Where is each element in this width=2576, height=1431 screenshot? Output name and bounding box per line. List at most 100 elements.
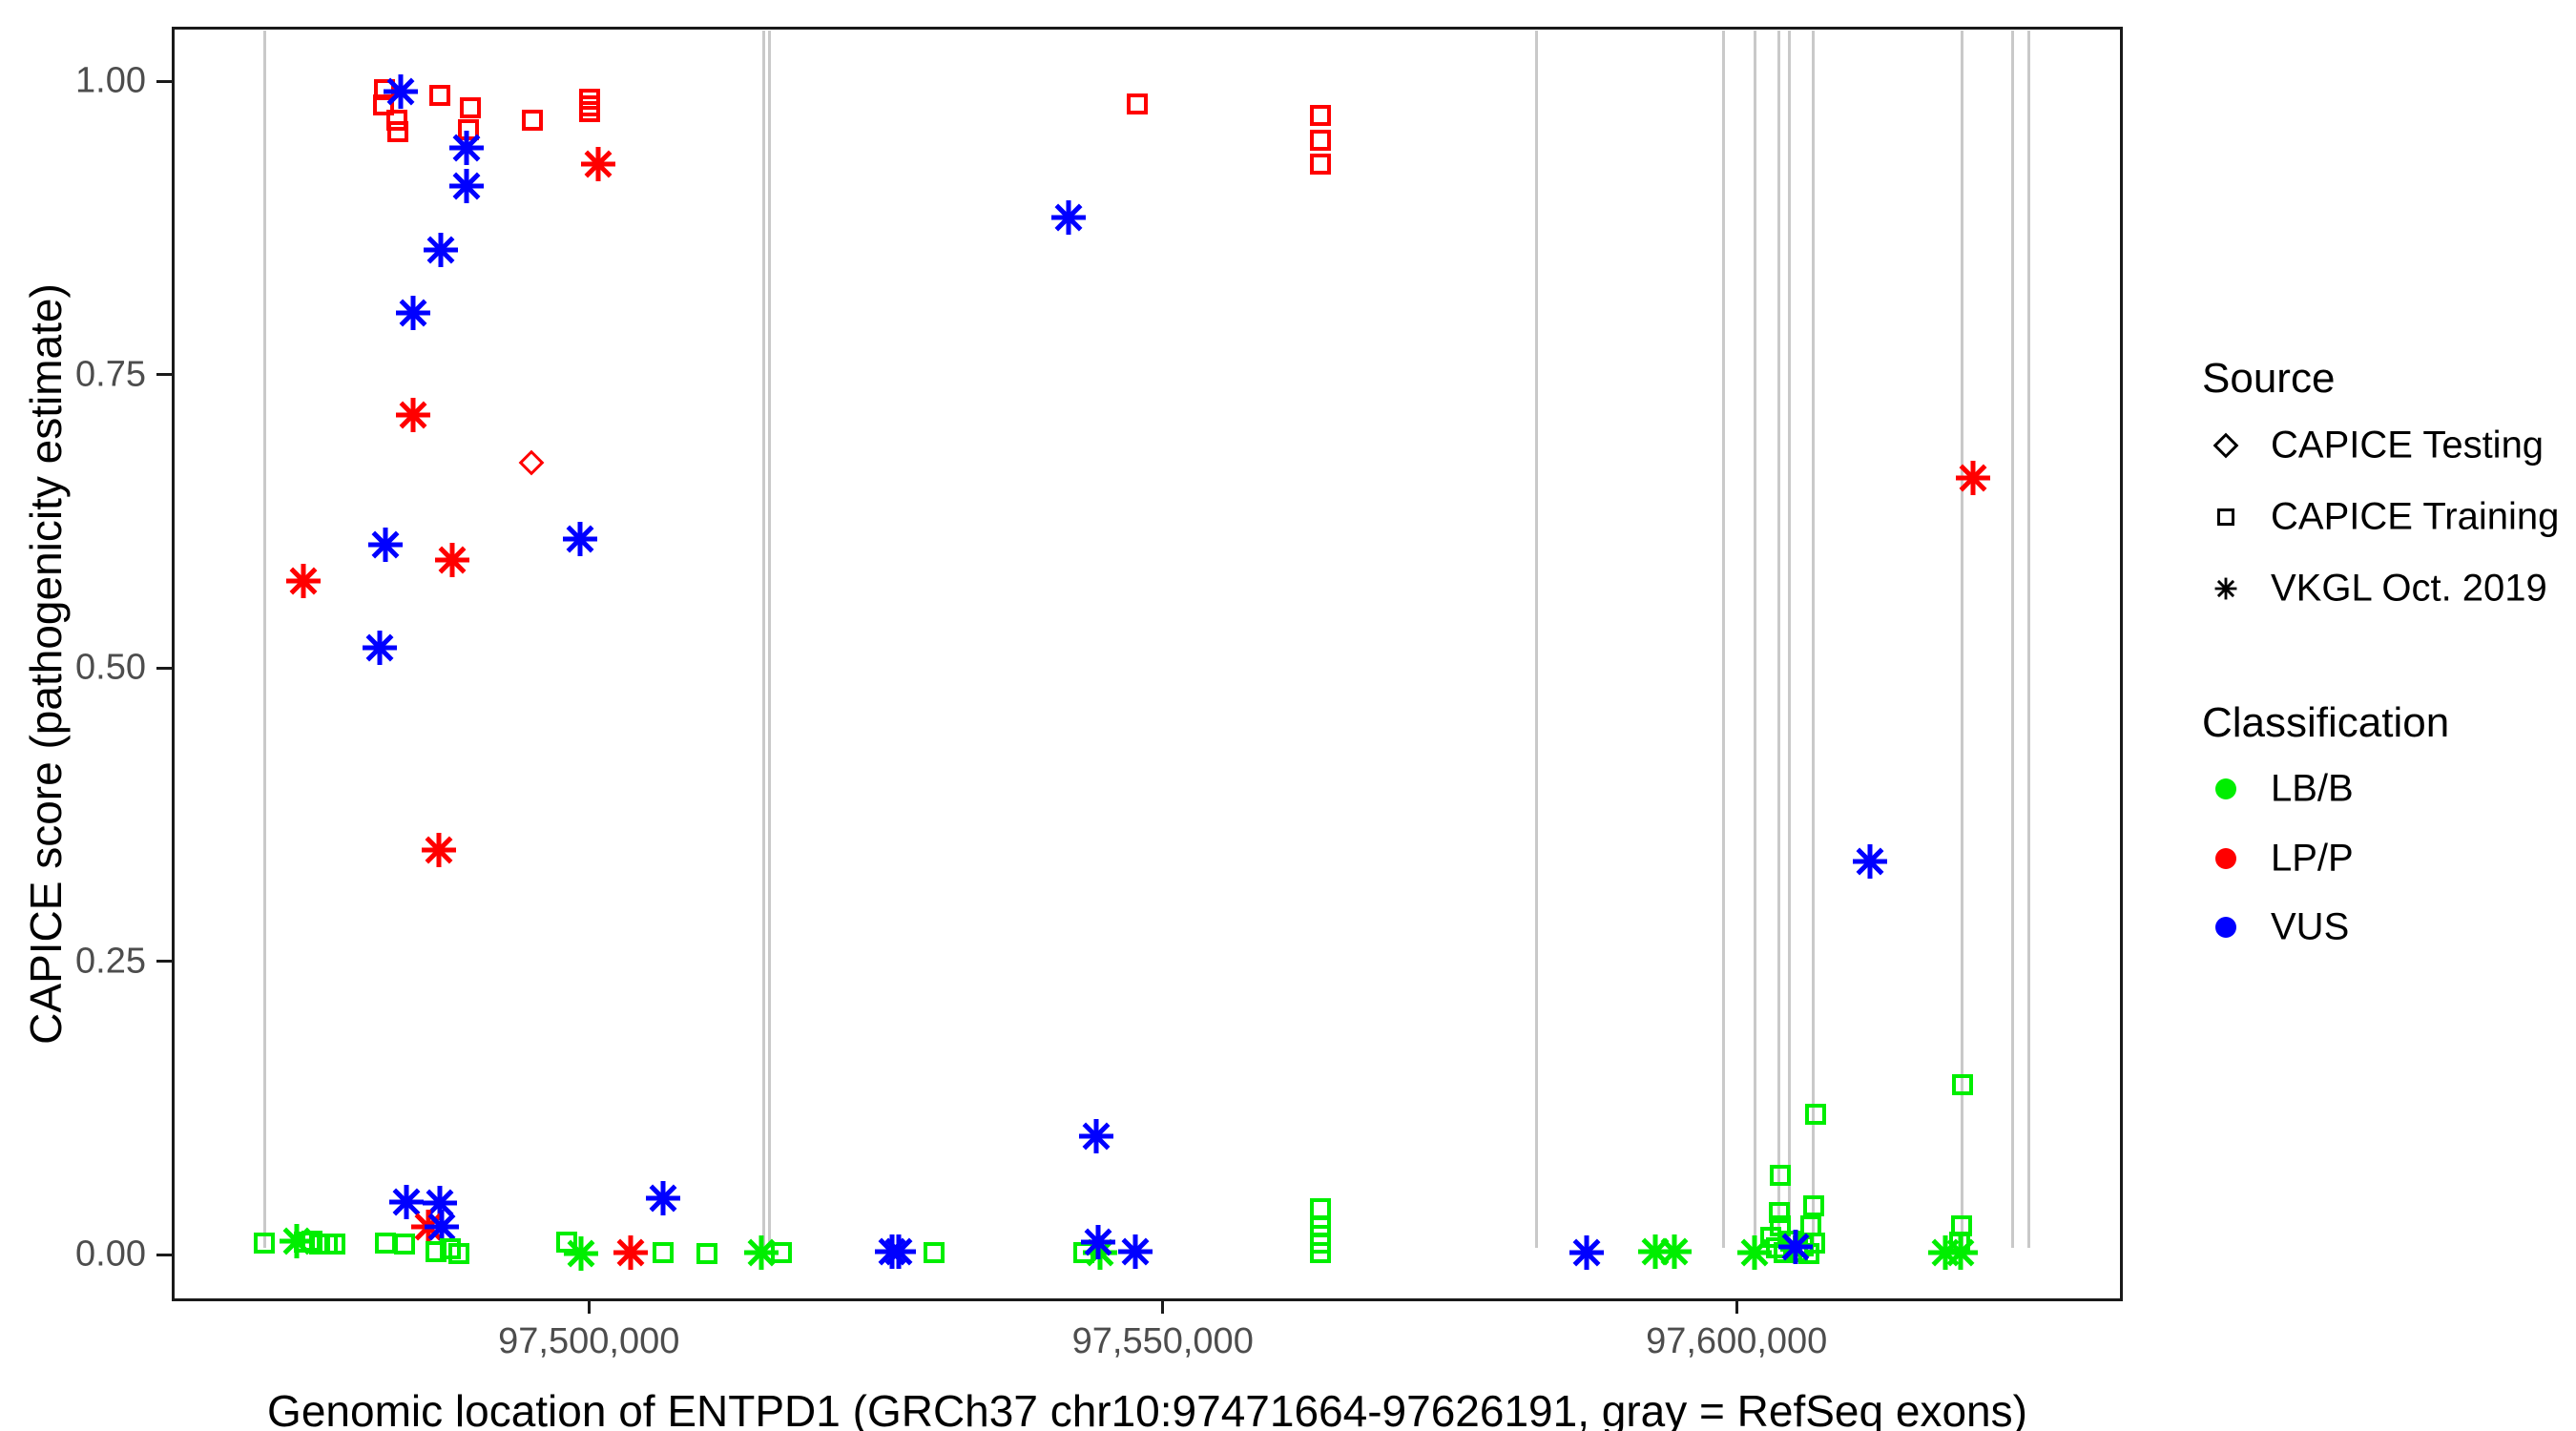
y-tick-label: 0.75 — [75, 354, 146, 395]
x-tick-mark — [1735, 1298, 1738, 1314]
data-point — [1735, 1233, 1775, 1273]
exon-line — [2026, 31, 2030, 1248]
legend-diamond-icon — [2212, 432, 2239, 459]
data-point — [422, 1207, 462, 1247]
plot-panel — [172, 27, 2123, 1301]
exon-line — [1812, 31, 1816, 1248]
data-point — [421, 230, 461, 270]
data-point — [386, 121, 408, 143]
y-tick-label: 0.25 — [75, 941, 146, 982]
data-point — [283, 561, 323, 601]
data-point — [1952, 1074, 1974, 1096]
legend-source-item-label: CAPICE Training — [2271, 495, 2560, 538]
data-point — [419, 830, 459, 870]
data-point — [1115, 1232, 1155, 1272]
legend-source-title: Source — [2202, 355, 2336, 402]
data-point — [393, 293, 433, 333]
data-point — [1654, 1232, 1694, 1272]
x-tick-label: 97,600,000 — [1646, 1321, 1828, 1361]
data-point — [611, 1233, 651, 1273]
data-point — [653, 1242, 675, 1264]
data-point — [1126, 93, 1148, 114]
legend-classification-item-label: VUS — [2271, 905, 2350, 948]
y-tick-mark — [156, 373, 172, 377]
x-tick-label: 97,550,000 — [1071, 1321, 1254, 1361]
data-point — [447, 128, 487, 168]
legend-classification-title: Classification — [2202, 699, 2450, 746]
data-point — [1309, 154, 1331, 176]
exon-line — [2010, 31, 2014, 1248]
data-point — [428, 84, 450, 106]
data-point — [1760, 1227, 1782, 1249]
y-tick-label: 0.00 — [75, 1234, 146, 1275]
exon-line — [1960, 31, 1963, 1248]
y-tick-mark — [156, 960, 172, 964]
data-point — [1309, 129, 1331, 151]
legend-color-dot-icon — [2215, 778, 2236, 799]
data-point — [360, 628, 400, 668]
data-point — [1941, 1233, 1981, 1273]
exon-line — [1721, 31, 1725, 1248]
exon-line — [762, 31, 766, 1248]
data-point — [426, 1240, 447, 1262]
exon-line — [262, 31, 266, 1248]
data-point — [1805, 1103, 1827, 1125]
legend-source-item-label: CAPICE Testing — [2271, 424, 2545, 467]
legend-source-item-label: VKGL Oct. 2019 — [2271, 567, 2547, 610]
data-point — [393, 1234, 415, 1255]
data-point — [578, 144, 618, 184]
y-tick-mark — [156, 79, 172, 83]
data-point — [522, 109, 544, 131]
legend-asterisk-icon — [2212, 574, 2240, 603]
data-point — [1076, 1116, 1116, 1156]
data-point — [560, 519, 600, 559]
exon-line — [1777, 31, 1781, 1248]
x-tick-label: 97,500,000 — [498, 1321, 680, 1361]
data-point — [643, 1178, 683, 1218]
data-point — [324, 1234, 346, 1255]
data-point — [1567, 1233, 1607, 1273]
data-point — [1049, 197, 1089, 238]
data-point — [696, 1243, 718, 1265]
x-tick-mark — [587, 1298, 591, 1314]
exon-line — [768, 31, 772, 1248]
data-point — [365, 525, 405, 565]
data-point — [1802, 1194, 1824, 1216]
data-point — [879, 1232, 919, 1272]
data-point — [1800, 1214, 1822, 1236]
data-point — [1309, 1242, 1331, 1264]
legend-classification-item-label: LB/B — [2271, 767, 2354, 810]
legend-color-dot-icon — [2215, 848, 2236, 869]
data-point — [579, 101, 601, 123]
data-point — [448, 1243, 470, 1265]
data-point — [447, 166, 487, 206]
y-axis-title: CAPICE score (pathogenicity estimate) — [21, 283, 71, 1045]
data-point — [1953, 458, 1993, 498]
x-axis-title: Genomic location of ENTPD1 (GRCh37 chr10… — [267, 1386, 2027, 1431]
data-point — [254, 1233, 276, 1255]
data-point — [385, 109, 407, 131]
data-point — [561, 1234, 601, 1274]
legend-classification-item-label: LP/P — [2271, 837, 2354, 880]
data-point — [1309, 104, 1331, 126]
data-point — [432, 540, 472, 580]
legend-square-icon — [2217, 508, 2234, 526]
y-tick-label: 0.50 — [75, 647, 146, 688]
data-point — [460, 97, 482, 119]
data-point — [1078, 1222, 1118, 1262]
data-point — [556, 1231, 578, 1253]
data-point — [386, 1182, 426, 1222]
data-point — [1850, 841, 1890, 881]
y-tick-label: 1.00 — [75, 60, 146, 101]
legend-color-dot-icon — [2215, 917, 2236, 938]
data-point — [1768, 1202, 1790, 1224]
data-point — [393, 395, 433, 435]
exon-line — [1535, 31, 1539, 1248]
exon-line — [1754, 31, 1757, 1248]
data-point — [1769, 1164, 1791, 1186]
x-tick-mark — [1161, 1298, 1165, 1314]
y-tick-mark — [156, 666, 172, 670]
data-point — [1776, 1227, 1816, 1267]
data-point — [381, 72, 421, 112]
